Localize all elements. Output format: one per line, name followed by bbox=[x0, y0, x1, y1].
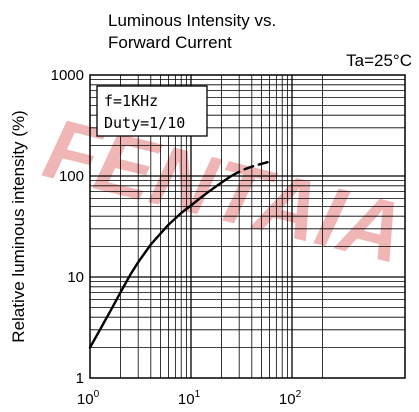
tick-labels: 1 10 100 1000 100 101 102 bbox=[51, 67, 302, 408]
x-tick-label: 101 bbox=[178, 389, 201, 408]
x-tick-label: 100 bbox=[77, 389, 100, 408]
condition-label: Ta=25°C bbox=[346, 51, 412, 70]
legend-line: Duty=1/10 bbox=[104, 114, 185, 132]
titles: Luminous Intensity vs. Forward Current Ta=… bbox=[9, 11, 412, 343]
y-tick-label: 1 bbox=[76, 370, 84, 387]
y-tick-label: 10 bbox=[67, 269, 84, 286]
y-axis-label: Relative luminous intensity (%) bbox=[9, 110, 28, 342]
series bbox=[88, 160, 271, 349]
y-tick-label: 100 bbox=[59, 168, 84, 185]
plot-frame bbox=[89, 74, 406, 379]
series-line-solid bbox=[88, 174, 233, 349]
x-tick-label: 102 bbox=[279, 389, 302, 408]
legend-line: f=1KHz bbox=[104, 92, 158, 110]
series-line-dashed bbox=[230, 160, 271, 178]
grid bbox=[90, 75, 405, 378]
y-tick-label: 1000 bbox=[51, 67, 84, 84]
chart-title-line: Forward Current bbox=[108, 33, 232, 52]
chart-title-line: Luminous Intensity vs. bbox=[108, 11, 276, 30]
legend-box: f=1KHz Duty=1/10 bbox=[96, 85, 208, 137]
legend-frame bbox=[96, 85, 208, 137]
